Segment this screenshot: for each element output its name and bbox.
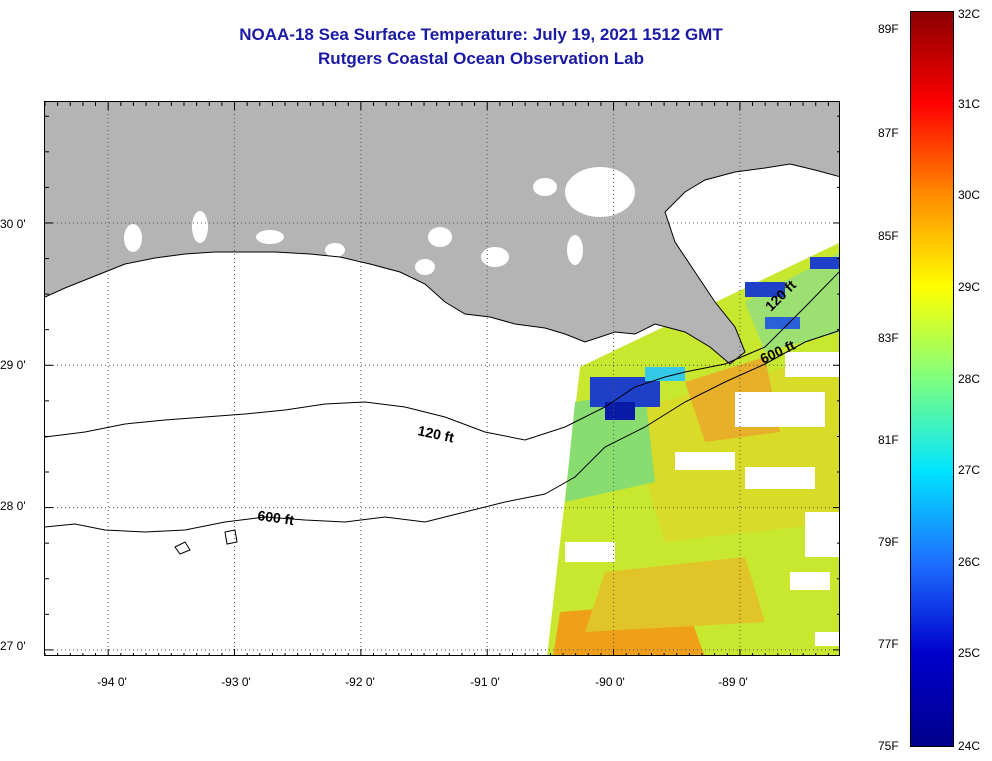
colorbar-f-83: 83F <box>878 331 899 345</box>
contour-label-600ft-west: 600 ft <box>257 507 296 528</box>
colorbar-c-26: 26C <box>958 555 981 569</box>
colorbar-f-75: 75F <box>878 739 899 753</box>
colorbar-c-24: 24C <box>958 739 981 753</box>
colorbar-f-87: 87F <box>878 126 899 140</box>
colorbar-c-28: 28C <box>958 372 981 386</box>
lon-label-93: -93 0' <box>221 675 251 689</box>
colorbar-c-30: 30C <box>958 188 981 202</box>
colorbar-f-89: 89F <box>878 22 899 36</box>
colorbar-f-77: 77F <box>878 637 899 651</box>
colorbar-c-25: 25C <box>958 646 981 660</box>
coastline <box>45 163 839 365</box>
lakes <box>124 167 635 284</box>
colorbar-f-85: 85F <box>878 229 899 243</box>
lat-label-27: 27 0' <box>0 639 26 653</box>
lon-label-92: -92 0' <box>345 675 375 689</box>
contour-600ft-west <box>45 330 839 533</box>
axis-ticks <box>45 102 839 655</box>
colorbar-c-32: 32C <box>958 7 981 21</box>
lon-label-94: -94 0' <box>97 675 127 689</box>
bathymetry-contours <box>45 271 839 555</box>
colorbar-f-81: 81F <box>878 433 899 447</box>
map-canvas[interactable]: 120 ft 600 ft 120 ft 600 ft <box>45 102 840 656</box>
contour-120ft-west <box>45 271 839 441</box>
colorbar-c-27: 27C <box>958 463 981 477</box>
colorbar-c-29: 29C <box>958 280 981 294</box>
lon-label-90: -90 0' <box>595 675 625 689</box>
lon-label-91: -91 0' <box>470 675 500 689</box>
colorbar-c-31: 31C <box>958 97 981 111</box>
lat-label-30: 30 0' <box>0 217 26 231</box>
lon-label-89: -89 0' <box>718 675 748 689</box>
lat-label-28: 28 0' <box>0 499 26 513</box>
map-subtitle: Rutgers Coastal Ocean Observation Lab <box>318 49 644 68</box>
map-title: NOAA-18 Sea Surface Temperature: July 19… <box>239 25 723 44</box>
lat-label-29: 29 0' <box>0 358 26 372</box>
contour-label-120ft-west: 120 ft <box>416 422 455 445</box>
colorbar-f-79: 79F <box>878 535 899 549</box>
graticule <box>45 102 839 655</box>
temperature-colorbar <box>910 11 954 747</box>
map-panel[interactable]: 120 ft 600 ft 120 ft 600 ft <box>44 101 840 656</box>
